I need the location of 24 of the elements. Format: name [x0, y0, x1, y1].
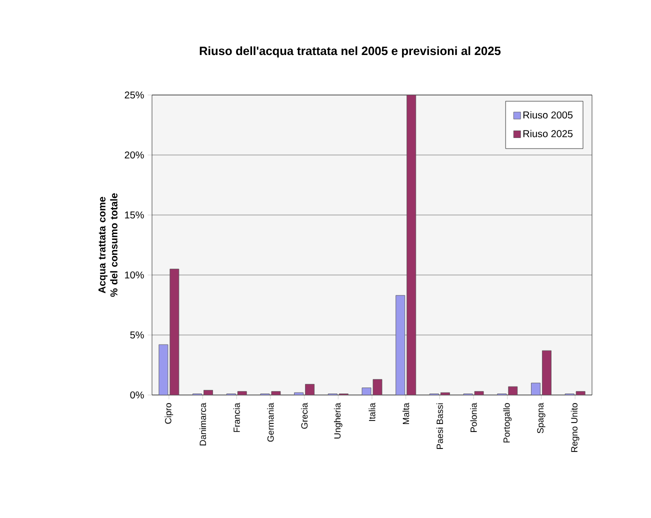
y-tick-label: 0%: [130, 391, 144, 399]
x-tick-label: Spagna: [537, 402, 546, 434]
x-tick-label: Portogallo: [503, 403, 512, 442]
x-tick-label: Regno Unito: [570, 403, 580, 452]
y-tick-label: 20%: [124, 151, 144, 159]
x-tick-label: Polonia: [470, 402, 477, 432]
y-axis-title: Acqua trattata come % del consumo totale: [98, 193, 118, 297]
y-tick-label: 5%: [130, 331, 144, 338]
y-tick-label: 15%: [125, 211, 144, 218]
x-tick-label: Grecia: [301, 402, 308, 429]
legend-label: Riuso 2025: [523, 130, 573, 138]
y-tick-label: 10%: [125, 271, 144, 279]
x-tick-label: Italia: [368, 402, 376, 421]
x-tick-label: Ungheria: [334, 402, 342, 438]
bar: [396, 295, 406, 395]
legend-label: Riuso 2005: [523, 111, 573, 118]
x-tick-label: Germania: [267, 402, 274, 442]
y-tick-label: 25%: [124, 91, 144, 99]
chart-title: Riuso dell'acqua trattata nel 2005 e previsioni al 2025: [200, 46, 501, 58]
x-tick-label: Francia: [233, 402, 240, 432]
x-tick-label: Malta: [402, 402, 410, 424]
x-tick-label: Cipro: [164, 403, 174, 424]
x-tick-label: Paesi Bassi: [436, 403, 443, 449]
x-tick-label: Danimarca: [199, 402, 206, 446]
